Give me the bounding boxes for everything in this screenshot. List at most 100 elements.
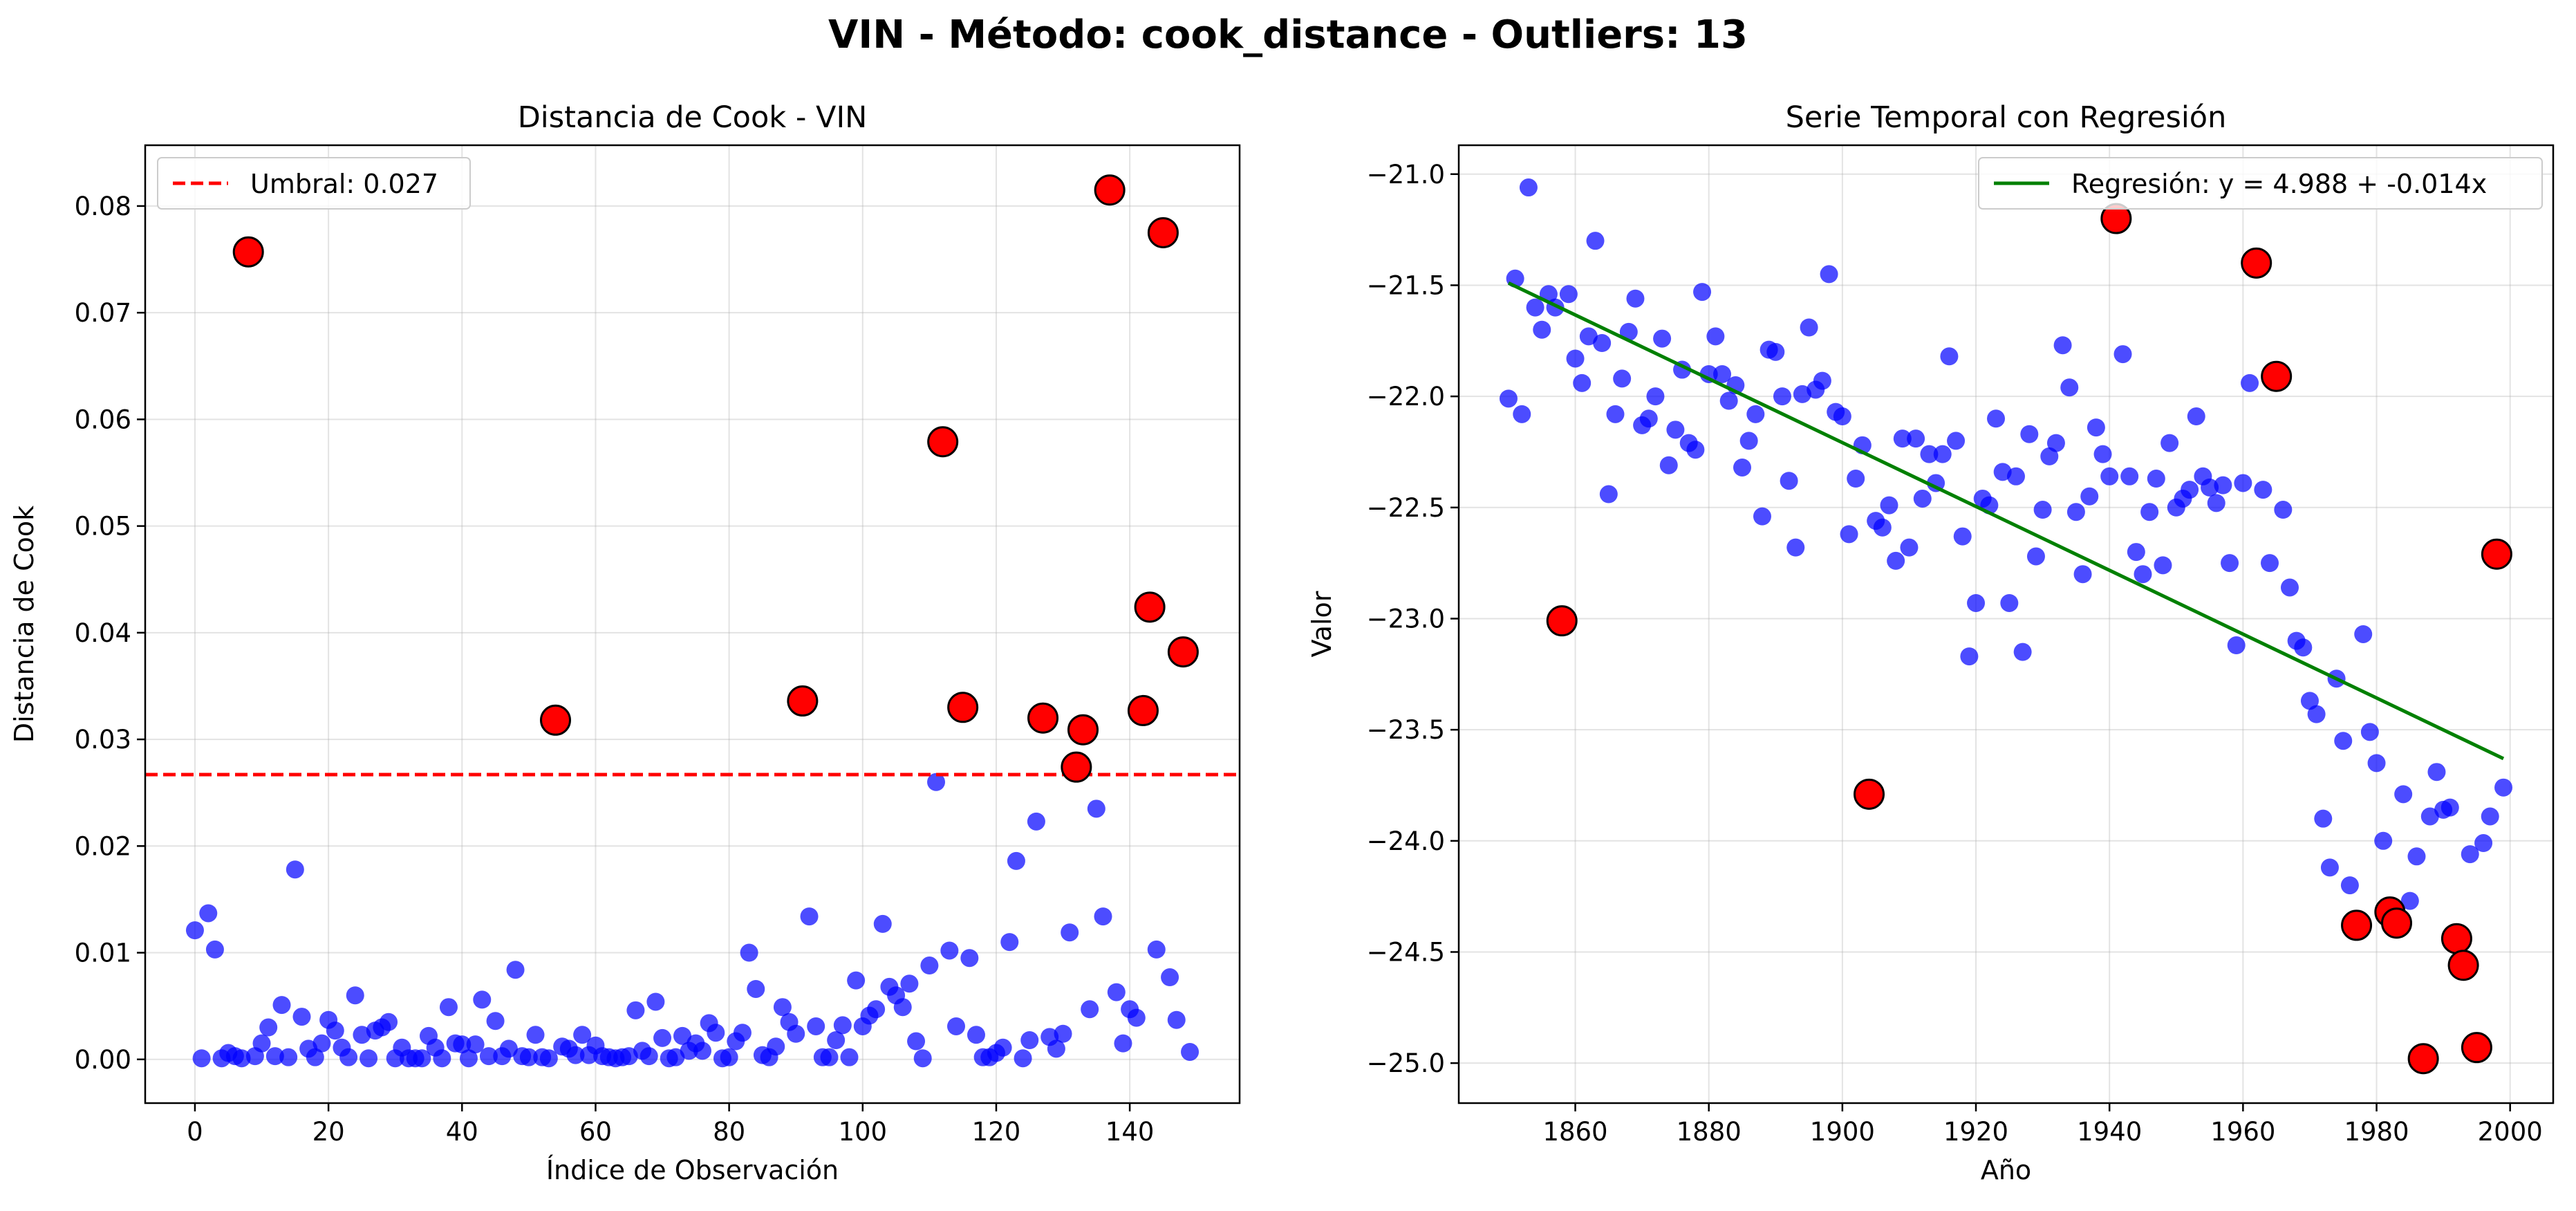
series-point (2440, 798, 2459, 817)
cook-point (566, 1046, 585, 1064)
series-point (2354, 625, 2373, 643)
series-point (2040, 447, 2059, 465)
cook-point (272, 996, 291, 1015)
x-tick-label: 1920 (1943, 1117, 2008, 1147)
series-point (1699, 364, 1718, 383)
series-point (1773, 387, 1791, 406)
cook-point (1147, 940, 1166, 959)
series-point (2134, 565, 2152, 584)
cook-point (232, 1049, 251, 1068)
series-outlier-point (1546, 605, 1578, 637)
cook-point (967, 1026, 985, 1044)
cook-point (653, 1028, 672, 1047)
cook-point (873, 914, 892, 933)
cook-outlier-point (1134, 591, 1166, 623)
series-point (2046, 434, 2065, 452)
cook-point (205, 940, 224, 959)
x-tick-label: 0 (187, 1117, 203, 1147)
x-tick-label: 2000 (2478, 1117, 2543, 1147)
x-tick-label: 1880 (1677, 1117, 1742, 1147)
series-point (2481, 807, 2499, 826)
cook-point (473, 990, 492, 1009)
cook-point (466, 1035, 485, 1054)
cook-outlier-point (1147, 216, 1179, 248)
series-outlier-point (2461, 1032, 2492, 1064)
x-tick-label: 1900 (1810, 1117, 1875, 1147)
cook-point (339, 1048, 358, 1066)
cook-point (459, 1049, 478, 1068)
series-point (1653, 329, 1672, 348)
series-point (1746, 405, 1765, 423)
y-tick-label: −22.5 (1367, 493, 1445, 523)
series-plot-frame (1457, 144, 2555, 1104)
cook-point (1081, 1000, 1099, 1019)
cook-point (720, 1048, 738, 1066)
series-plot-marks (1499, 178, 2513, 1075)
y-tick-label: 0.00 (75, 1045, 131, 1075)
cook-point (1054, 1024, 1072, 1043)
series-point (2154, 556, 2172, 575)
series-point (2000, 593, 2019, 612)
y-tick-label: −21.5 (1367, 270, 1445, 300)
series-point (2461, 845, 2479, 864)
cook-point (1027, 812, 1045, 831)
series-point (2013, 643, 2032, 661)
series-point (2300, 692, 2319, 710)
cook-point (286, 860, 304, 879)
series-point (1967, 593, 1986, 612)
x-tick-label: 1960 (2210, 1117, 2275, 1147)
series-plot-ticks: 1860 1880 1900 1920 1940 1960 1980 2000 −21.0 −21… (1367, 160, 2543, 1147)
y-tick-label: 0.07 (75, 298, 131, 328)
series-point (1893, 429, 1912, 448)
series-point (2261, 554, 2279, 573)
series-point (2080, 487, 2099, 506)
y-tick-label: 0.05 (75, 512, 131, 542)
regression-line (1507, 281, 2505, 761)
series-point (2400, 891, 2419, 910)
series-point (2026, 547, 2045, 566)
cook-point (185, 921, 204, 940)
series-point (1887, 551, 1905, 570)
x-tick-label: 20 (312, 1117, 345, 1147)
y-tick-label: −24.5 (1367, 937, 1445, 967)
y-tick-label: −23.0 (1367, 604, 1445, 634)
cook-point (1014, 1049, 1032, 1068)
legend-box (157, 157, 471, 210)
x-tick-label: 100 (838, 1117, 887, 1147)
series-point (1960, 647, 1979, 666)
cook-distance-plot: Distancia de Cook - VIN Índice de Observ… (9, 100, 1241, 1185)
cook-outlier-point (1027, 702, 1059, 734)
series-point (1639, 409, 1658, 428)
series-point (2201, 478, 2219, 497)
cook-plot-ticks: 0 20 40 60 80 100 120 140 0.00 0.01 0.02 0.03 0.04 0.… (75, 192, 1155, 1147)
cook-outlier-point (232, 236, 264, 268)
series-point (2241, 373, 2259, 392)
cook-point (1167, 1010, 1186, 1029)
cook-point (666, 1048, 685, 1066)
cook-point (847, 971, 866, 990)
legend-threshold-label: Umbral: 0.027 (250, 169, 438, 199)
cook-point (506, 961, 525, 979)
series-point (1940, 347, 1959, 366)
series-point (1559, 285, 1578, 304)
series-point (1713, 364, 1732, 383)
series-point (1933, 445, 1952, 463)
cook-point (279, 1048, 298, 1066)
series-point (2294, 638, 2313, 657)
cook-point (940, 941, 959, 960)
cook-point (519, 1048, 538, 1066)
series-point (2207, 494, 2225, 512)
cook-plot-title: Distancia de Cook - VIN (518, 100, 868, 135)
cook-point (1020, 1031, 1039, 1050)
series-point (1566, 349, 1585, 368)
series-point (2307, 705, 2326, 723)
series-plot-legend: Regresión: y = 4.988 + -0.014x (1978, 157, 2543, 210)
y-tick-label: 0.02 (75, 831, 131, 861)
cook-point (1107, 983, 1126, 1001)
series-plot-title: Serie Temporal con Regresión (1786, 100, 2227, 135)
series-point (1953, 527, 1972, 546)
series-point (2187, 407, 2205, 426)
cook-point (773, 998, 792, 1017)
series-point (2120, 467, 2139, 486)
series-point (1987, 409, 2006, 428)
